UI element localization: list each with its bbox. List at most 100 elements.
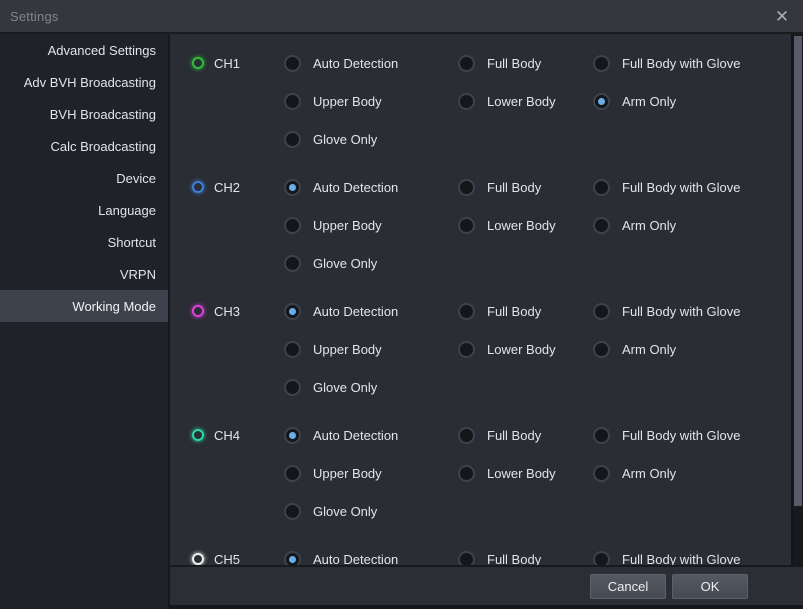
option-ch2-upper-body[interactable]: Upper Body [284, 206, 382, 244]
radio-label[interactable]: Auto Detection [313, 179, 399, 195]
close-icon[interactable]: ✕ [774, 6, 790, 26]
radio-label[interactable]: Arm Only [622, 465, 677, 481]
cancel-button[interactable]: Cancel [590, 574, 666, 599]
ok-button[interactable]: OK [672, 574, 748, 599]
radio-ch2-arm-only[interactable] [593, 216, 610, 234]
radio-ch2-glove-only[interactable] [284, 254, 301, 272]
radio-label[interactable]: Lower Body [487, 217, 556, 233]
option-ch3-upper-body[interactable]: Upper Body [284, 330, 382, 368]
radio-ch1-auto-detection[interactable] [284, 54, 301, 72]
radio-ch3-upper-body[interactable] [284, 340, 301, 358]
radio-label[interactable]: Full Body with Glove [622, 55, 741, 71]
radio-label[interactable]: Lower Body [487, 341, 556, 357]
radio-label[interactable]: Full Body [487, 427, 542, 443]
option-ch4-arm-only[interactable]: Arm Only [593, 454, 676, 492]
radio-ch4-upper-body[interactable] [284, 464, 301, 482]
radio-ch2-full-body[interactable] [458, 178, 475, 196]
option-ch1-full-body[interactable]: Full Body [458, 44, 541, 82]
option-ch4-lower-body[interactable]: Lower Body [458, 454, 556, 492]
radio-ch4-lower-body[interactable] [458, 464, 475, 482]
radio-label[interactable]: Glove Only [313, 503, 378, 519]
radio-label[interactable]: Full Body [487, 55, 542, 71]
radio-label[interactable]: Glove Only [313, 379, 378, 395]
option-ch2-arm-only[interactable]: Arm Only [593, 206, 676, 244]
radio-ch2-upper-body[interactable] [284, 216, 301, 234]
radio-ch1-full-body-with-glove[interactable] [593, 54, 610, 72]
radio-label[interactable]: Full Body with Glove [622, 427, 741, 443]
radio-label[interactable]: Upper Body [313, 465, 382, 481]
option-ch2-glove-only[interactable]: Glove Only [284, 244, 377, 282]
radio-ch3-arm-only[interactable] [593, 340, 610, 358]
radio-label[interactable]: Full Body with Glove [622, 303, 741, 319]
radio-label[interactable]: Full Body [487, 179, 542, 195]
radio-ch3-auto-detection[interactable] [284, 302, 301, 320]
option-ch4-upper-body[interactable]: Upper Body [284, 454, 382, 492]
option-ch3-glove-only[interactable]: Glove Only [284, 368, 377, 406]
radio-ch1-full-body[interactable] [458, 54, 475, 72]
radio-label[interactable]: Full Body [487, 551, 542, 566]
radio-label[interactable]: Full Body with Glove [622, 179, 741, 195]
sidebar-item-working-mode[interactable]: Working Mode [0, 290, 168, 322]
option-ch1-arm-only[interactable]: Arm Only [593, 82, 676, 120]
radio-ch3-lower-body[interactable] [458, 340, 475, 358]
option-ch3-lower-body[interactable]: Lower Body [458, 330, 556, 368]
option-ch4-full-body-with-glove[interactable]: Full Body with Glove [593, 416, 741, 454]
sidebar-item-adv-bvh-broadcasting[interactable]: Adv BVH Broadcasting [23, 74, 156, 90]
radio-ch1-glove-only[interactable] [284, 130, 301, 148]
radio-ch3-full-body[interactable] [458, 302, 475, 320]
option-ch1-full-body-with-glove[interactable]: Full Body with Glove [593, 44, 741, 82]
radio-ch2-auto-detection[interactable] [284, 178, 301, 196]
option-ch5-full-body[interactable]: Full Body [458, 540, 541, 565]
radio-ch4-full-body[interactable] [458, 426, 475, 444]
radio-label[interactable]: Upper Body [313, 217, 382, 233]
option-ch4-glove-only[interactable]: Glove Only [284, 492, 377, 530]
sidebar-item-bvh-broadcasting[interactable]: BVH Broadcasting [49, 106, 156, 122]
option-ch3-full-body[interactable]: Full Body [458, 292, 541, 330]
sidebar-item-device[interactable]: Device [116, 170, 156, 186]
radio-label[interactable]: Auto Detection [313, 427, 399, 443]
radio-ch2-lower-body[interactable] [458, 216, 475, 234]
radio-label[interactable]: Upper Body [313, 93, 382, 109]
radio-label[interactable]: Arm Only [622, 341, 677, 357]
sidebar-item-advanced-settings[interactable]: Advanced Settings [47, 42, 156, 58]
option-ch3-arm-only[interactable]: Arm Only [593, 330, 676, 368]
radio-label[interactable]: Full Body with Glove [622, 551, 741, 566]
radio-ch4-arm-only[interactable] [593, 464, 610, 482]
radio-ch4-glove-only[interactable] [284, 502, 301, 520]
option-ch2-auto-detection[interactable]: Auto Detection [284, 168, 398, 206]
radio-ch5-full-body-with-glove[interactable] [593, 550, 610, 565]
radio-ch5-full-body[interactable] [458, 550, 475, 565]
radio-ch3-glove-only[interactable] [284, 378, 301, 396]
radio-ch1-lower-body[interactable] [458, 92, 475, 110]
radio-ch1-upper-body[interactable] [284, 92, 301, 110]
radio-ch2-full-body-with-glove[interactable] [593, 178, 610, 196]
sidebar-item-vrpn[interactable]: VRPN [119, 266, 156, 282]
option-ch4-full-body[interactable]: Full Body [458, 416, 541, 454]
radio-label[interactable]: Upper Body [313, 341, 382, 357]
radio-ch1-arm-only[interactable] [593, 92, 610, 110]
option-ch1-upper-body[interactable]: Upper Body [284, 82, 382, 120]
radio-label[interactable]: Auto Detection [313, 303, 399, 319]
option-ch4-auto-detection[interactable]: Auto Detection [284, 416, 398, 454]
sidebar-item-language[interactable]: Language [98, 202, 156, 218]
radio-ch3-full-body-with-glove[interactable] [593, 302, 610, 320]
option-ch1-lower-body[interactable]: Lower Body [458, 82, 556, 120]
radio-ch4-auto-detection[interactable] [284, 426, 301, 444]
radio-label[interactable]: Glove Only [313, 131, 378, 147]
option-ch3-auto-detection[interactable]: Auto Detection [284, 292, 398, 330]
option-ch2-full-body-with-glove[interactable]: Full Body with Glove [593, 168, 741, 206]
scrollbar-thumb[interactable] [794, 36, 802, 506]
radio-ch4-full-body-with-glove[interactable] [593, 426, 610, 444]
option-ch1-glove-only[interactable]: Glove Only [284, 120, 377, 158]
radio-ch5-auto-detection[interactable] [284, 550, 301, 565]
option-ch3-full-body-with-glove[interactable]: Full Body with Glove [593, 292, 741, 330]
sidebar-item-shortcut[interactable]: Shortcut [107, 234, 156, 250]
option-ch2-full-body[interactable]: Full Body [458, 168, 541, 206]
option-ch5-full-body-with-glove[interactable]: Full Body with Glove [593, 540, 741, 565]
radio-label[interactable]: Lower Body [487, 93, 556, 109]
scrollbar[interactable] [791, 34, 803, 565]
radio-label[interactable]: Auto Detection [313, 551, 399, 566]
option-ch2-lower-body[interactable]: Lower Body [458, 206, 556, 244]
option-ch1-auto-detection[interactable]: Auto Detection [284, 44, 398, 82]
option-ch5-auto-detection[interactable]: Auto Detection [284, 540, 398, 565]
